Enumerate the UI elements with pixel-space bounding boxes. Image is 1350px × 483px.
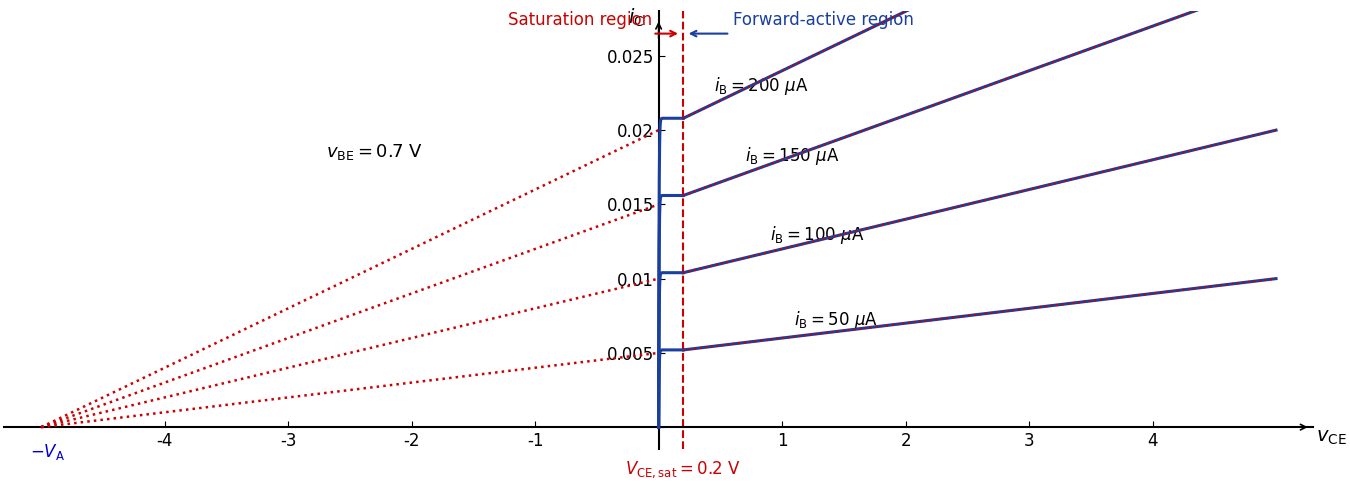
Text: $v_{\rm BE}{=}0.7\ \rm V$: $v_{\rm BE}{=}0.7\ \rm V$	[327, 142, 423, 162]
Text: $i_{\rm B}{=}100\ \mu\rm A$: $i_{\rm B}{=}100\ \mu\rm A$	[769, 224, 864, 246]
Text: $i_{\rm B}{=}50\ \mu\rm A$: $i_{\rm B}{=}50\ \mu\rm A$	[794, 309, 879, 330]
Text: $i_{\rm B}{=}150\ \mu\rm A$: $i_{\rm B}{=}150\ \mu\rm A$	[745, 145, 840, 167]
Text: $i_{\rm C}$: $i_{\rm C}$	[628, 7, 644, 29]
Text: $i_{\rm B}{=}200\ \mu\rm A$: $i_{\rm B}{=}200\ \mu\rm A$	[714, 75, 809, 98]
Text: $-V_{\rm A}$: $-V_{\rm A}$	[30, 442, 65, 462]
Text: Forward-active region: Forward-active region	[733, 11, 914, 29]
Text: $v_{\rm CE}$: $v_{\rm CE}$	[1315, 428, 1346, 447]
Text: Saturation region: Saturation region	[509, 11, 652, 29]
Text: $V_{\rm CE,sat}{=}0.2\ \rm V$: $V_{\rm CE,sat}{=}0.2\ \rm V$	[625, 460, 741, 481]
